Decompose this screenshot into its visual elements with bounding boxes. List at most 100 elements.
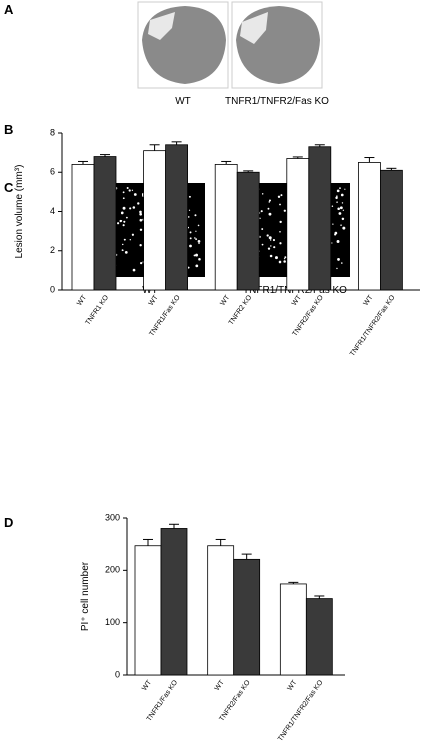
cell-dot [270,245,272,247]
cell-dot [195,253,199,257]
cell-dot [331,242,333,244]
cell-dot [334,231,338,235]
x-tick-label: TNFR2 KO [228,294,254,327]
cell-dot [331,205,334,207]
cell-dot [140,261,143,265]
y-tick-label: 4 [50,206,55,216]
cell-dot [283,257,286,260]
panel-label: C [4,180,14,195]
cell-dot [336,189,340,193]
cell-dot [277,195,281,199]
cell-dot [268,199,272,202]
cell-dot [341,262,343,264]
cell-dot [336,267,338,270]
cell-dot [272,238,276,242]
cell-dot [344,188,346,190]
panel-a-images [137,1,323,89]
bar [214,163,238,291]
cell-dot [128,189,131,192]
cell-dot [279,231,281,233]
cell-dot [195,264,199,268]
image-caption: TNFR1/TNFR2/Fas KO [225,96,329,107]
cell-dot [260,210,263,213]
cell-dot [129,239,131,241]
y-tick-label: 100 [105,617,120,627]
x-tick-label: TNFR1/TNFR2/Fas KO [349,294,397,358]
cell-dot [268,236,272,240]
cell-dot [124,251,128,254]
bar [143,150,167,291]
cell-dot [279,203,281,206]
bar [286,158,310,291]
cell-dot [122,197,125,200]
cell-dot [197,240,201,243]
cell-dot [269,254,273,258]
lesion [240,12,268,44]
cell-dot [342,226,346,230]
bar [93,156,117,291]
cell-dot [194,214,197,217]
bar [207,545,235,676]
bar [233,558,261,676]
cell-dot [283,209,286,212]
x-tick-label: WT [219,294,231,308]
x-tick-label: TNFR1/TNFR2/Fas KO [277,679,325,743]
cell-dot [132,268,136,272]
bar [305,598,333,676]
bar [236,171,260,291]
cell-dot [139,218,143,222]
y-axis-label: PI⁺ cell number [80,561,91,631]
cell-dot [278,260,282,264]
cell-dot [122,224,125,227]
cell-dot [187,216,190,218]
cell-dot [279,220,282,224]
cell-dot [335,196,338,200]
cell-dot [261,193,264,195]
cell-dot [195,238,198,241]
cell-dot [123,238,126,241]
bar [71,163,95,291]
cell-dot [268,212,272,216]
cell-dot [132,206,136,209]
lesion [148,12,175,40]
cell-dot [336,240,340,243]
cell-dot [193,254,196,257]
cell-dot [139,228,143,232]
cell-dot [189,231,192,234]
cell-dot [339,187,341,190]
cell-dot [269,239,272,241]
cell-dot [133,193,137,196]
bar [379,169,403,291]
cell-dot [126,186,129,190]
bar [165,144,189,291]
cell-dot [122,243,124,246]
cell-dot [195,230,197,232]
cell-dot [188,195,191,198]
bar [279,583,307,676]
cell-dot [129,207,132,210]
cell-dot [261,243,264,246]
cell-dot [338,212,342,215]
cell-dot [194,237,196,239]
y-tick-label: 2 [50,245,55,255]
cell-dot [268,201,270,203]
cell-dot [131,233,135,236]
y-axis-label: Lesion volume (mm³) [14,165,25,259]
panel-label: B [4,122,13,137]
cell-dot [198,242,200,245]
cell-dot [122,191,125,194]
cell-dot [337,207,340,211]
cell-dot [131,189,134,191]
cell-dot [139,210,142,214]
cell-dot [279,242,282,245]
cell-dot [137,202,140,205]
cell-dot [187,266,190,269]
cell-dot [284,256,287,259]
cell-dot [122,206,126,210]
cell-dot [121,212,124,215]
cell-dot [121,249,124,252]
x-tick-label: WT [141,679,153,693]
cell-dot [266,234,269,237]
cell-dot [198,257,201,261]
